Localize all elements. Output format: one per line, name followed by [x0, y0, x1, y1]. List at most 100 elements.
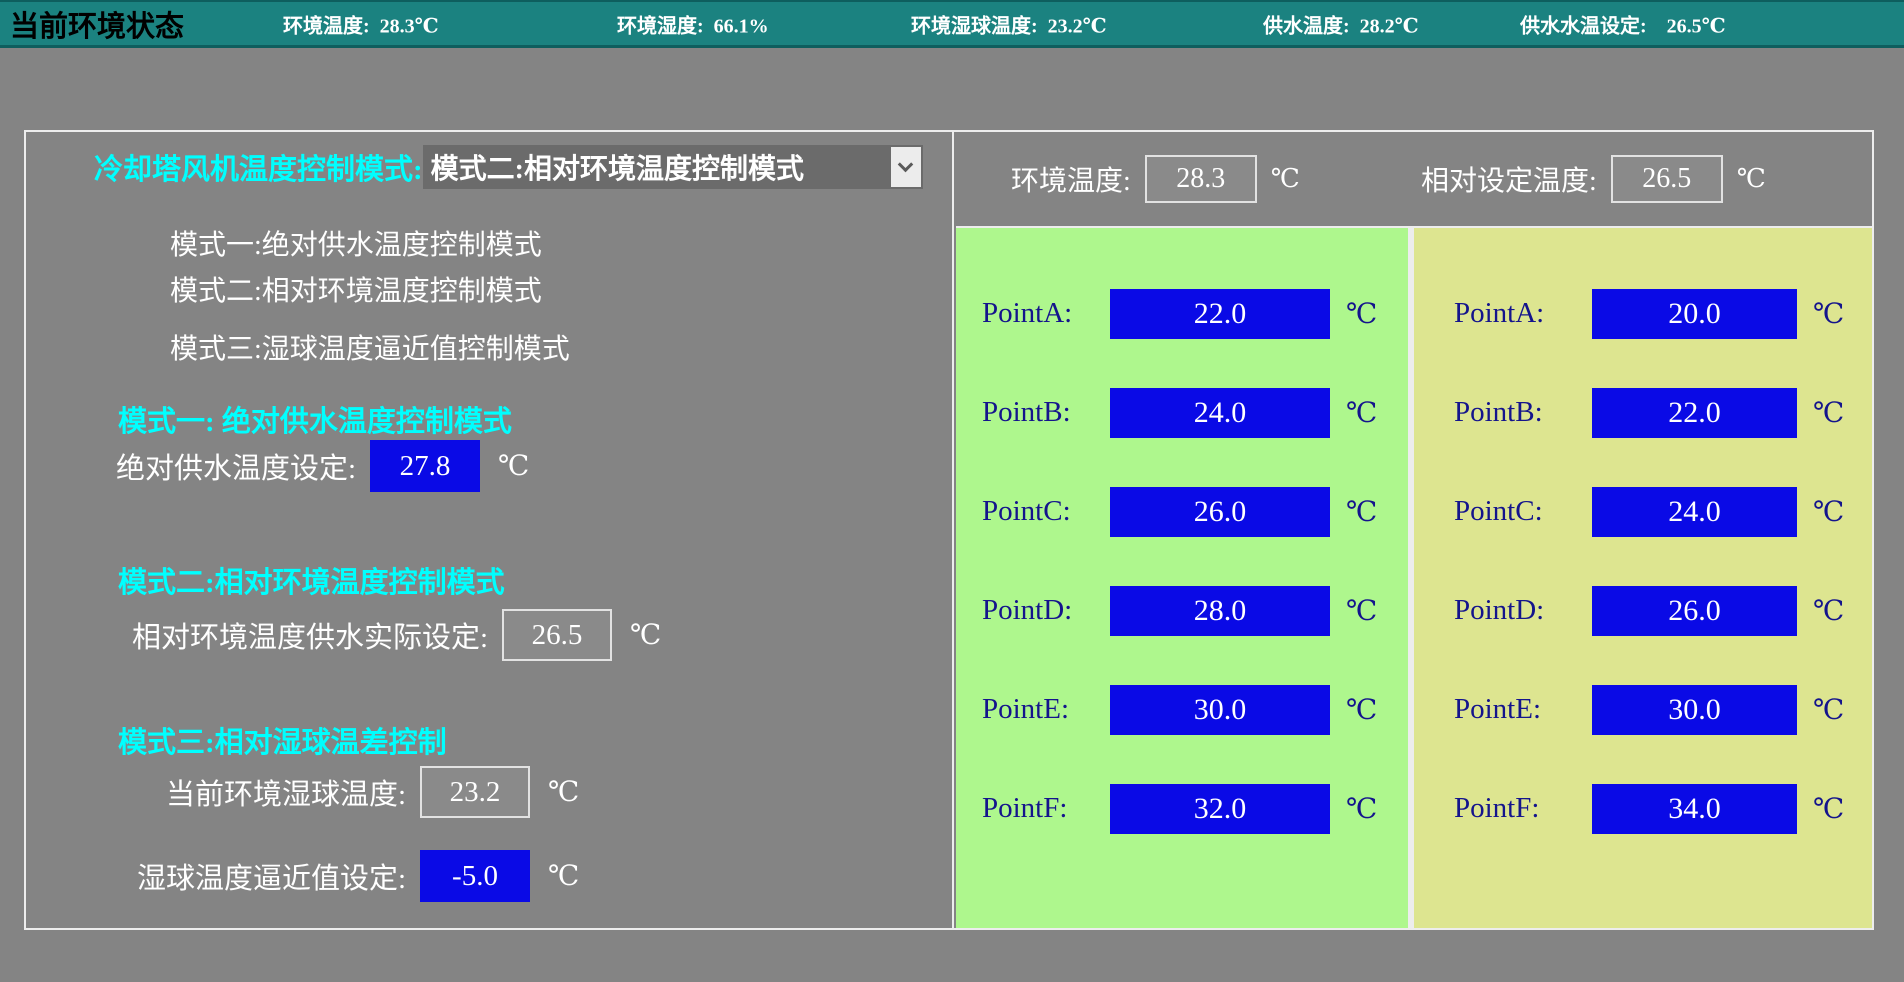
- unit-label: ℃: [548, 861, 580, 892]
- unit-label: ℃: [1346, 595, 1378, 627]
- relative-setpoint-readout: 相对设定温度: 26.5 ℃: [1421, 155, 1766, 203]
- point-row: PointD: 26.0 ℃: [1414, 561, 1872, 660]
- mode3-heading: 模式三:相对湿球温差控制: [118, 727, 447, 759]
- metric-value: 28.3℃: [379, 15, 439, 37]
- point-label: PointF:: [982, 792, 1068, 824]
- table-divider: [1408, 228, 1414, 928]
- point-value-input[interactable]: 30.0: [1592, 684, 1797, 735]
- point-row: PointE: 30.0 ℃: [956, 660, 1408, 759]
- unit-label: ℃: [1813, 397, 1845, 429]
- mode-select-dropdown[interactable]: 模式二:相对环境温度控制模式: [422, 145, 923, 189]
- metric-value: 26.5℃: [1666, 15, 1726, 37]
- point-value-input[interactable]: 30.0: [1110, 684, 1330, 735]
- mode-select-row: 冷却塔风机温度控制模式: 模式二:相对环境温度控制模式: [94, 145, 923, 189]
- metric-ambient-temperature: 环境温度: 28.3℃: [283, 9, 439, 38]
- metric-wetbulb-temperature: 环境湿球温度: 23.2℃: [911, 9, 1107, 38]
- page-title: 当前环境状态: [10, 10, 185, 43]
- metric-supply-water-temperature: 供水温度: 28.2℃: [1263, 9, 1419, 38]
- unit-label: ℃: [498, 451, 530, 482]
- mode3-approach-label: 湿球温度逼近值设定:: [136, 863, 406, 895]
- point-value-input[interactable]: 20.0: [1592, 288, 1797, 339]
- mode3-approach-input[interactable]: -5.0: [420, 850, 530, 902]
- control-mode-panel: 冷却塔风机温度控制模式: 模式二:相对环境温度控制模式 模式一:绝对供水温度控制…: [26, 132, 954, 928]
- metric-label: 环境温度:: [283, 15, 370, 37]
- metric-value: 28.2℃: [1359, 15, 1419, 37]
- dropdown-button[interactable]: [890, 147, 921, 187]
- point-label: PointB:: [1454, 396, 1543, 428]
- point-value-input[interactable]: 22.0: [1110, 288, 1330, 339]
- mode2-actual-setting-value: 26.5: [502, 609, 612, 661]
- point-row: PointC: 26.0 ℃: [956, 462, 1408, 561]
- point-table-green: PointA: 22.0 ℃ PointB: 24.0 ℃ PointC: 26.0 ℃ P…: [956, 228, 1408, 928]
- point-row: PointB: 22.0 ℃: [1414, 363, 1872, 462]
- mode3-wetbulb-row: 当前环境湿球温度: 23.2 ℃: [66, 766, 579, 818]
- mode-option-1-description: 模式一:绝对供水温度控制模式: [170, 230, 542, 261]
- point-table-yellow: PointA: 20.0 ℃ PointB: 22.0 ℃ PointC: 24.0 ℃ P…: [1414, 228, 1872, 928]
- point-value-input[interactable]: 34.0: [1592, 783, 1797, 834]
- ambient-temperature-value: 28.3: [1144, 155, 1257, 203]
- metric-label: 供水水温设定:: [1520, 15, 1647, 37]
- mode3-wetbulb-value: 23.2: [420, 766, 530, 818]
- unit-label: ℃: [1736, 164, 1766, 193]
- unit-label: ℃: [1346, 496, 1378, 528]
- point-row: PointD: 28.0 ℃: [956, 561, 1408, 660]
- point-row: PointE: 30.0 ℃: [1414, 660, 1872, 759]
- mode1-setpoint-row: 绝对供水温度设定: 27.8 ℃: [66, 440, 529, 492]
- main-frame: 冷却塔风机温度控制模式: 模式二:相对环境温度控制模式 模式一:绝对供水温度控制…: [24, 130, 1874, 930]
- unit-label: ℃: [1346, 694, 1378, 726]
- point-label: PointD:: [982, 594, 1073, 626]
- unit-label: ℃: [1270, 164, 1300, 193]
- mode-select-label: 冷却塔风机温度控制模式:: [94, 154, 423, 186]
- point-label: PointD:: [1454, 594, 1545, 626]
- point-label: PointA:: [1454, 297, 1545, 329]
- mode3-wetbulb-label: 当前环境湿球温度:: [165, 779, 406, 811]
- point-label: PointE:: [1454, 693, 1542, 725]
- point-value-input[interactable]: 26.0: [1592, 585, 1797, 636]
- unit-label: ℃: [630, 620, 662, 651]
- mode1-setpoint-input[interactable]: 27.8: [370, 440, 480, 492]
- point-row: PointB: 24.0 ℃: [956, 363, 1408, 462]
- mode1-heading: 模式一: 绝对供水温度控制模式: [118, 406, 512, 438]
- metric-value: 66.1%: [713, 15, 769, 37]
- point-row: PointA: 22.0 ℃: [956, 264, 1408, 363]
- metric-supply-water-setpoint: 供水水温设定: 26.5℃: [1520, 9, 1726, 38]
- unit-label: ℃: [548, 777, 580, 808]
- relative-setpoint-value: 26.5: [1610, 155, 1723, 203]
- chevron-down-icon: [897, 156, 914, 173]
- unit-label: ℃: [1346, 298, 1378, 330]
- ambient-temperature-readout: 环境温度: 28.3 ℃: [1011, 155, 1300, 203]
- point-label: PointF:: [1454, 792, 1540, 824]
- unit-label: ℃: [1813, 595, 1845, 627]
- point-value-input[interactable]: 24.0: [1110, 387, 1330, 438]
- metric-ambient-humidity: 环境湿度: 66.1%: [617, 9, 769, 38]
- unit-label: ℃: [1346, 397, 1378, 429]
- unit-label: ℃: [1813, 496, 1845, 528]
- ambient-temperature-label: 环境温度:: [1011, 166, 1131, 197]
- metric-label: 环境湿度:: [617, 15, 704, 37]
- unit-label: ℃: [1813, 694, 1845, 726]
- point-row: PointF: 34.0 ℃: [1414, 759, 1872, 858]
- mode-option-3-description: 模式三:湿球温度逼近值控制模式: [170, 334, 570, 365]
- point-value-input[interactable]: 26.0: [1110, 486, 1330, 537]
- point-value-input[interactable]: 32.0: [1110, 783, 1330, 834]
- unit-label: ℃: [1813, 298, 1845, 330]
- point-row: PointF: 32.0 ℃: [956, 759, 1408, 858]
- point-row: PointC: 24.0 ℃: [1414, 462, 1872, 561]
- mode1-setpoint-label: 绝对供水温度设定:: [115, 453, 356, 485]
- mode2-actual-setting-row: 相对环境温度供水实际设定: 26.5 ℃: [66, 609, 661, 661]
- relative-setpoint-label: 相对设定温度:: [1421, 166, 1597, 197]
- unit-label: ℃: [1346, 793, 1378, 825]
- environment-status-bar: 当前环境状态 环境温度: 28.3℃ 环境湿度: 66.1% 环境湿球温度: 23.2…: [0, 0, 1904, 48]
- metric-label: 环境湿球温度:: [911, 15, 1038, 37]
- mode-select-value: 模式二:相对环境温度控制模式: [430, 154, 804, 185]
- metric-value: 23.2℃: [1047, 15, 1107, 37]
- mode2-actual-setting-label: 相对环境温度供水实际设定:: [131, 622, 488, 654]
- point-value-input[interactable]: 24.0: [1592, 486, 1797, 537]
- point-row: PointA: 20.0 ℃: [1414, 264, 1872, 363]
- point-label: PointC:: [982, 495, 1071, 527]
- point-label: PointE:: [982, 693, 1070, 725]
- mode3-approach-row: 湿球温度逼近值设定: -5.0 ℃: [66, 850, 579, 902]
- unit-label: ℃: [1813, 793, 1845, 825]
- point-value-input[interactable]: 22.0: [1592, 387, 1797, 438]
- point-value-input[interactable]: 28.0: [1110, 585, 1330, 636]
